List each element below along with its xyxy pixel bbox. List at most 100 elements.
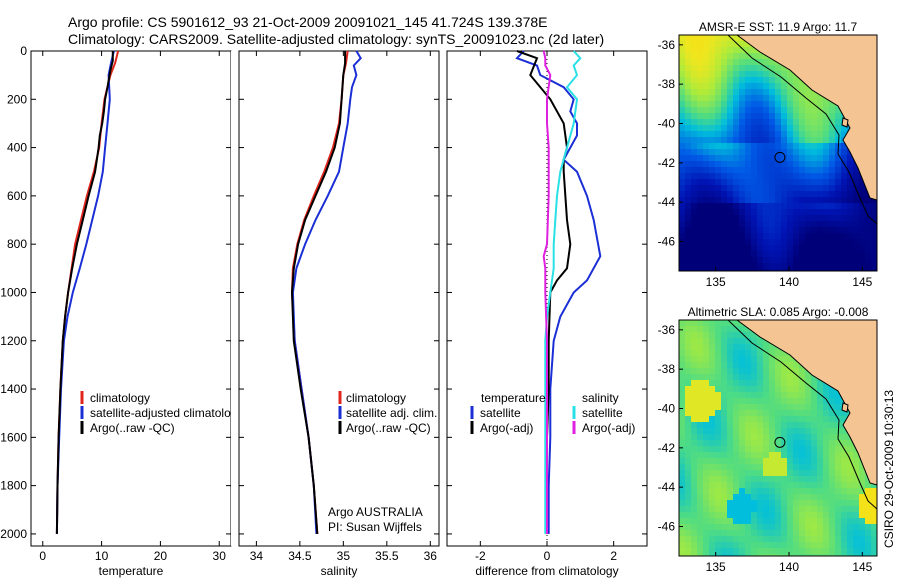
- map-cell: [739, 452, 746, 459]
- map-cell: [835, 482, 842, 489]
- map-cell: [721, 428, 728, 435]
- map-cell: [775, 137, 782, 144]
- map-cell: [685, 398, 692, 405]
- map-cell: [829, 173, 836, 180]
- map-cell: [823, 440, 830, 447]
- map-cell: [769, 59, 776, 66]
- map-cell: [703, 107, 710, 114]
- map-cell: [685, 320, 692, 327]
- map-cell: [841, 500, 848, 507]
- map-cell: [685, 137, 692, 144]
- map-cell: [715, 137, 722, 144]
- map-cell: [733, 548, 740, 555]
- map-cell: [781, 89, 788, 96]
- map-cell: [865, 506, 872, 513]
- map-cell: [871, 518, 877, 525]
- map-cell: [691, 326, 698, 333]
- map-cell: [799, 89, 806, 96]
- map-cell: [727, 89, 734, 96]
- map-cell: [751, 338, 758, 345]
- map-cell: [727, 476, 734, 483]
- map-cell: [697, 446, 704, 453]
- map-cell: [715, 155, 722, 162]
- map-cell: [829, 149, 836, 156]
- map-cell: [829, 398, 836, 405]
- map-cell: [781, 71, 788, 78]
- map-cell: [715, 257, 722, 264]
- map-cell: [751, 107, 758, 114]
- map-cell: [679, 356, 686, 363]
- map-cell: [715, 452, 722, 459]
- map-cell: [817, 113, 824, 120]
- map-cell: [709, 374, 716, 381]
- map-cell: [787, 251, 794, 258]
- map-cell: [715, 203, 722, 210]
- map-cell: [787, 113, 794, 120]
- map-cell: [847, 269, 854, 271]
- map-cell: [829, 197, 836, 204]
- map-cell: [745, 179, 752, 186]
- map-cell: [721, 410, 728, 417]
- map-cell: [697, 257, 704, 264]
- map-cell: [697, 458, 704, 465]
- map-cell: [763, 239, 770, 246]
- map-cell: [865, 209, 872, 216]
- map-cell: [829, 470, 836, 477]
- map-cell: [805, 470, 812, 477]
- map-cell: [727, 524, 734, 531]
- map-cell: [781, 422, 788, 429]
- map-cell: [739, 179, 746, 186]
- map-cell: [769, 197, 776, 204]
- map-cell: [745, 41, 752, 48]
- map-cell: [703, 263, 710, 270]
- map-cell: [829, 554, 836, 556]
- map-cell: [769, 269, 776, 271]
- map-cell: [781, 380, 788, 387]
- map-cell: [769, 554, 776, 556]
- map-cell: [817, 101, 824, 108]
- map-cell: [727, 197, 734, 204]
- map-cell: [835, 512, 842, 519]
- map-cell: [733, 179, 740, 186]
- map-cell: [847, 482, 854, 489]
- map-cell: [727, 320, 734, 327]
- map-cell: [763, 149, 770, 156]
- map-cell: [847, 476, 854, 483]
- map-cell: [691, 71, 698, 78]
- map-cell: [757, 227, 764, 234]
- map-cell: [709, 107, 716, 114]
- map-cell: [763, 494, 770, 501]
- map-cell: [823, 500, 830, 507]
- map-cell: [739, 368, 746, 375]
- map-cell: [769, 404, 776, 411]
- map-cell: [733, 344, 740, 351]
- map-cell: [829, 203, 836, 210]
- map-cell: [763, 83, 770, 90]
- map-cell: [685, 512, 692, 519]
- map-cell: [745, 233, 752, 240]
- map-cell: [703, 524, 710, 531]
- map-cell: [817, 161, 824, 168]
- map-cell: [757, 338, 764, 345]
- map-cell: [733, 542, 740, 549]
- map-cell: [715, 47, 722, 54]
- map-cell: [799, 185, 806, 192]
- y-tick-label: 1400: [0, 382, 27, 396]
- map-cell: [859, 185, 866, 192]
- map-cell: [715, 542, 722, 549]
- map-cell: [703, 173, 710, 180]
- map-cell: [721, 113, 728, 120]
- map-cell: [805, 203, 812, 210]
- map-cell: [859, 251, 866, 258]
- map-cell: [727, 368, 734, 375]
- map-cell: [781, 476, 788, 483]
- map-cell: [697, 554, 704, 556]
- map-cell: [721, 362, 728, 369]
- map-cell: [691, 59, 698, 66]
- map-cell: [685, 119, 692, 126]
- map-cell: [829, 512, 836, 519]
- map-cell: [751, 512, 758, 519]
- map-cell: [763, 125, 770, 132]
- map-cell: [703, 440, 710, 447]
- map-cell: [787, 368, 794, 375]
